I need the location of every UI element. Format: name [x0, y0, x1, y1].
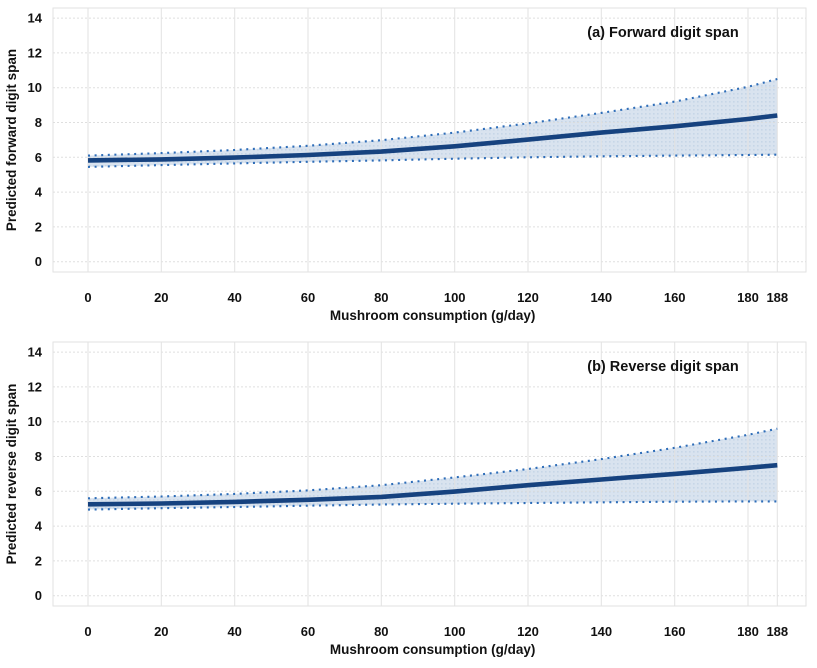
panel-a-forward-digit-span: 0 2 4 6 8 10 12 14 0 20 40 60 80 100 120 140 160 180 188 Mu… — [0, 0, 817, 334]
confidence-band — [88, 428, 778, 510]
panel-title: (b) Reverse digit span — [587, 359, 738, 375]
upper-ci-dotted-line — [87, 77, 778, 157]
y-tick-label: 6 — [35, 150, 42, 165]
y-tick-label: 12 — [28, 379, 42, 394]
x-tick-label: 40 — [227, 290, 241, 305]
x-tick-label: 100 — [444, 624, 466, 639]
y-tick-label: 14 — [28, 345, 43, 360]
y-tick-label: 10 — [28, 414, 42, 429]
x-tick-label: 80 — [374, 290, 388, 305]
x-tick-label: 180 — [737, 624, 759, 639]
y-tick-label: 8 — [35, 449, 42, 464]
y-tick-label: 4 — [35, 185, 43, 200]
plot-area-border — [52, 341, 807, 607]
predicted-fit-line — [87, 113, 778, 163]
plot-area-border — [52, 7, 807, 273]
x-tick-label: 80 — [374, 624, 388, 639]
y-tick-label: 0 — [35, 254, 42, 269]
x-tick-label: 40 — [227, 624, 241, 639]
y-tick-label: 12 — [28, 45, 42, 60]
x-tick-label: 160 — [664, 624, 686, 639]
x-tick-label: 100 — [444, 290, 466, 305]
panel-title: (a) Forward digit span — [587, 25, 738, 41]
x-tick-label: 188 — [766, 290, 788, 305]
upper-ci-dotted-line — [87, 427, 778, 500]
x-tick-label: 0 — [84, 624, 91, 639]
y-axis-title: Predicted reverse digit span — [4, 384, 19, 565]
y-axis-title: Predicted forward digit span — [4, 49, 19, 231]
x-tick-label: 140 — [590, 624, 612, 639]
confidence-band — [88, 79, 778, 167]
x-tick-label: 60 — [301, 624, 315, 639]
y-tick-label: 10 — [28, 80, 42, 95]
y-tick-label: 0 — [35, 588, 42, 603]
y-tick-label: 8 — [35, 115, 42, 130]
x-axis-title: Mushroom consumption (g/day) — [330, 308, 536, 323]
x-tick-label: 20 — [154, 624, 168, 639]
y-tick-label: 4 — [35, 519, 43, 534]
y-tick-label: 6 — [35, 484, 42, 499]
y-tick-label: 14 — [28, 11, 43, 26]
predicted-fit-line — [87, 462, 778, 507]
x-tick-label: 60 — [301, 290, 315, 305]
x-tick-label: 140 — [590, 290, 612, 305]
panel-background — [0, 0, 817, 334]
x-tick-label: 120 — [517, 290, 539, 305]
x-tick-label: 180 — [737, 290, 759, 305]
x-tick-label: 0 — [84, 290, 91, 305]
y-tick-label: 2 — [35, 219, 42, 234]
y-tick-label: 2 — [35, 553, 42, 568]
x-tick-label: 20 — [154, 290, 168, 305]
panel-b-reverse-digit-span: 0 2 4 6 8 10 12 14 0 20 40 60 80 100 120 140 160 180 188 Mu… — [0, 334, 817, 668]
x-tick-label: 188 — [766, 624, 788, 639]
x-axis-title: Mushroom consumption (g/day) — [330, 642, 536, 657]
x-tick-label: 120 — [517, 624, 539, 639]
x-tick-label: 160 — [664, 290, 686, 305]
